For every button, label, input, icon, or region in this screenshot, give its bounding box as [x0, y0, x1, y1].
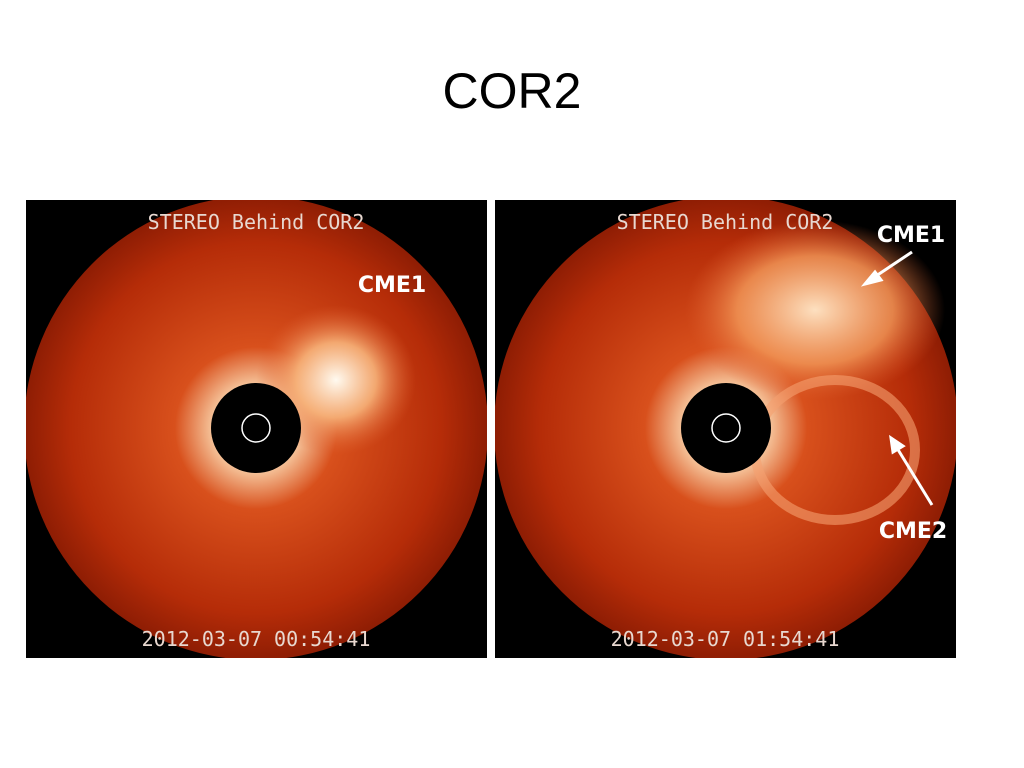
arrowhead	[860, 269, 884, 287]
arrow	[872, 250, 913, 280]
image-timestamp: 2012-03-07 00:54:41	[142, 627, 371, 651]
cme-label: CME2	[879, 519, 947, 544]
cme-label: CME1	[877, 223, 945, 248]
arrow	[895, 447, 934, 506]
occulter	[211, 383, 301, 473]
cme-cloud	[685, 220, 945, 400]
image-header: STEREO Behind COR2	[148, 210, 365, 234]
cme-label: CME1	[358, 273, 426, 298]
slide-title: COR2	[442, 63, 582, 119]
occulter	[681, 383, 771, 473]
image-header: STEREO Behind COR2	[617, 210, 834, 234]
arrows	[860, 250, 934, 506]
coronagraph-image: STEREO Behind COR2 2012-03-07 01:54:41 C…	[495, 200, 956, 658]
image-timestamp: 2012-03-07 01:54:41	[611, 627, 840, 651]
sun-outline	[711, 413, 741, 443]
coronagraph-image: STEREO Behind COR2 2012-03-07 00:54:41 C…	[26, 200, 487, 658]
sun-outline	[241, 413, 271, 443]
arrowhead	[889, 434, 906, 455]
